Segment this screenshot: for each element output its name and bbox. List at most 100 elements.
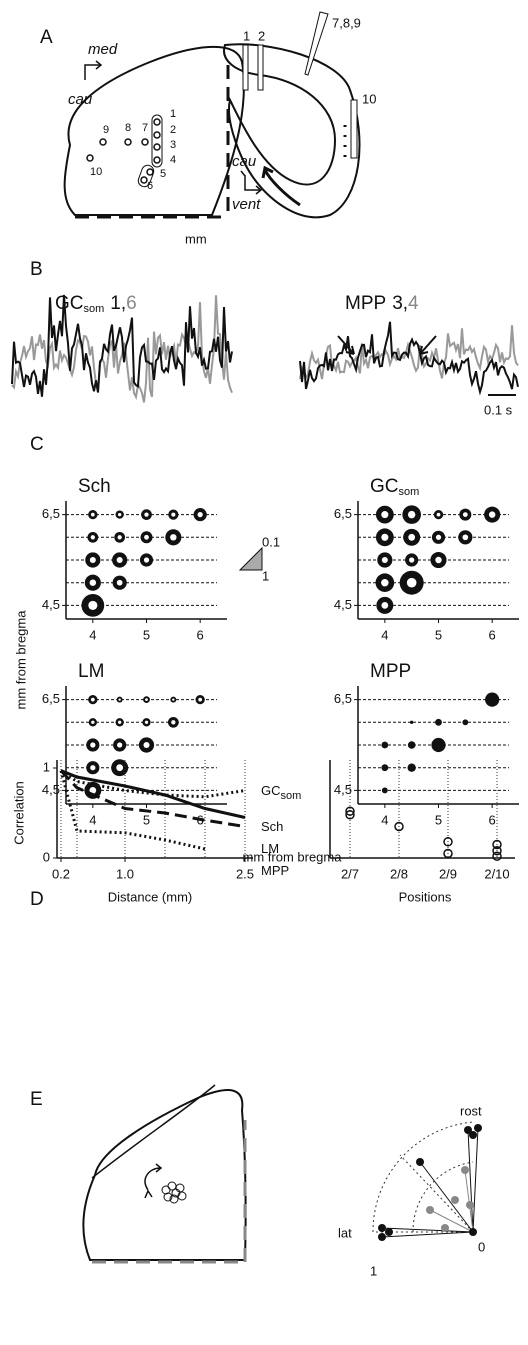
bubble-center [116, 556, 123, 564]
bubble-center [116, 764, 124, 772]
bubble-center [90, 512, 95, 517]
series-label: Sch [261, 819, 283, 834]
recording-site [153, 131, 161, 139]
y-axis-label: mm from bregma [13, 610, 28, 710]
correlation-point [443, 837, 453, 847]
title-text: LM [78, 661, 104, 682]
bubble-center [90, 742, 96, 748]
electrode [242, 44, 249, 91]
bubble-center [117, 742, 123, 748]
bubble-center [436, 512, 441, 517]
site-group [151, 114, 163, 168]
site-label: 1 [170, 108, 176, 120]
y-tick-label: 4,5 [334, 782, 352, 797]
trace-title: MPP 3,4 [345, 293, 419, 314]
arrow [337, 335, 355, 355]
title-text: MPP [370, 661, 411, 682]
bubble-center [88, 600, 98, 610]
axis-label: med [88, 41, 118, 58]
x-tick-label: 2/8 [390, 866, 408, 881]
electrode [350, 99, 358, 159]
y-tick-label: 4,5 [42, 597, 60, 612]
bubble-center [462, 534, 469, 541]
recording-site [124, 138, 132, 146]
chart-title: Sch [78, 476, 111, 497]
electrode-label: 7,8,9 [332, 15, 361, 30]
panel-label: E [30, 1089, 43, 1110]
x-tick-label: 5 [435, 812, 442, 827]
site-label: 6 [147, 180, 153, 192]
slice-outline [82, 1089, 247, 1261]
correlation-point [492, 846, 502, 856]
size-key [238, 546, 263, 571]
site-label: 2 [170, 124, 176, 136]
x-axis-label: mm from bregma [243, 849, 343, 864]
trace-title: GCsom 1,6 [55, 293, 137, 315]
y-tick-label: 4,5 [334, 597, 352, 612]
bubble-center [462, 512, 468, 518]
bubble-center [171, 512, 176, 517]
bubble-center [91, 720, 95, 724]
bubble-center [381, 556, 388, 564]
chart-title: LM [78, 661, 104, 682]
bubble-center [89, 786, 97, 794]
line-series [59, 770, 206, 851]
title-cells: 3, [392, 293, 408, 314]
correlation-point [492, 839, 502, 850]
bubble [381, 741, 389, 749]
bubble-center [90, 765, 96, 771]
axis-label: cau [68, 91, 93, 108]
bubble-center [407, 510, 416, 519]
series-sub: som [281, 790, 302, 802]
correlation-point [394, 821, 404, 832]
site-label: 8 [125, 122, 131, 134]
x-tick-label: 5 [435, 627, 442, 642]
arrow [419, 335, 437, 355]
electrode [257, 44, 264, 91]
bubble-center [145, 698, 148, 701]
site-label: 5 [160, 168, 166, 180]
x-tick-label: 2/7 [341, 866, 359, 881]
title-cells-gray: 4 [408, 293, 419, 314]
correlation-point [492, 851, 502, 861]
x-axis-label: Positions [399, 889, 452, 904]
panel-label: C [30, 434, 44, 455]
recording-site [153, 143, 161, 151]
x-tick-label: 2/10 [484, 866, 509, 881]
recording-site [140, 176, 148, 184]
x-tick-label: 0.2 [52, 866, 70, 881]
y-tick-label: 1 [43, 759, 50, 774]
series-label: GCsom [261, 783, 301, 801]
bubble-center [117, 535, 122, 540]
site-label: 10 [90, 166, 102, 178]
recording-site [153, 118, 161, 126]
bubble-center [118, 512, 122, 517]
axis-label: vent [232, 196, 261, 213]
bubble-center [143, 741, 150, 749]
title-sub: som [84, 303, 105, 315]
electrode [304, 11, 329, 76]
y-tick-label: 0 [43, 849, 50, 864]
title-sub: som [399, 486, 420, 498]
y-tick-label: 6,5 [334, 691, 352, 706]
y-tick-label: 6,5 [334, 506, 352, 521]
bubble-center [143, 557, 150, 563]
recording-site [153, 156, 161, 164]
layer-line [91, 1084, 216, 1179]
bubble-center [435, 556, 442, 564]
title-text: MPP [345, 293, 386, 314]
bubble-center [144, 512, 149, 517]
panel-label: B [30, 259, 43, 280]
line-series [59, 769, 246, 828]
size-key-label: 0.1 [262, 534, 280, 549]
polar-label: lat [338, 1225, 352, 1240]
series-name: Sch [261, 819, 283, 834]
x-tick-label: 5 [143, 627, 150, 642]
title-text: GC [55, 293, 84, 314]
bubble [485, 692, 500, 707]
electrode-label: 2 [258, 28, 265, 43]
bubble-center [488, 511, 496, 518]
recording-site [99, 138, 107, 146]
bubble-center [381, 533, 389, 541]
